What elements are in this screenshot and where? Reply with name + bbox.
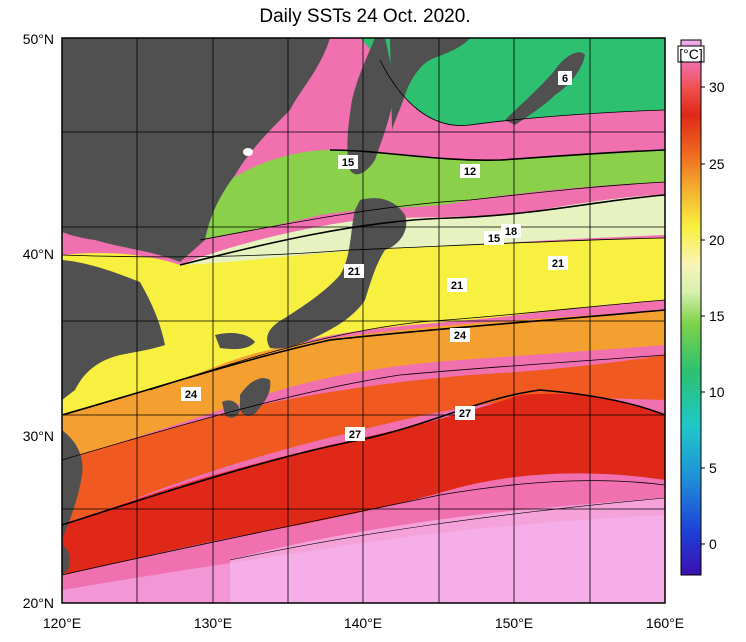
colorbar-tick-20: 20 (709, 232, 725, 248)
colorbar-gradient (680, 39, 702, 576)
colorbar-tick-0: 0 (709, 536, 717, 552)
svg-text:6: 6 (562, 73, 568, 85)
colorbar-tick-15: 15 (709, 308, 725, 324)
lon-label-140e: 140°E (344, 615, 382, 631)
svg-text:21: 21 (552, 258, 564, 270)
svg-text:12: 12 (464, 166, 476, 178)
lat-label-50n: 50°N (23, 31, 54, 47)
lat-label-40n: 40°N (23, 246, 54, 262)
contour-label-15-west: 15 (338, 155, 358, 169)
sst-field (62, 38, 665, 603)
lat-label-30n: 30°N (23, 428, 54, 444)
contour-label-21-east: 21 (548, 256, 568, 270)
longitude-labels: 120°E 130°E 140°E 150°E 160°E (43, 615, 684, 631)
svg-text:15: 15 (488, 233, 500, 245)
lon-label-120e: 120°E (43, 615, 81, 631)
svg-text:24: 24 (185, 389, 198, 401)
contour-label-21-japan: 21 (344, 264, 364, 278)
contour-label-15-east: 15 (484, 231, 504, 245)
colorbar: [°C] 30 25 20 15 10 5 0 (677, 39, 725, 576)
lat-label-20n: 20°N (23, 595, 54, 611)
colorbar-unit: [°C] (679, 46, 703, 62)
latitude-labels: 50°N 40°N 30°N 20°N (23, 31, 54, 611)
contour-label-24-west: 24 (181, 387, 201, 401)
contour-label-group: 6 12 15 18 15 21 21 21 24 24 27 27 (181, 71, 572, 441)
svg-text:27: 27 (459, 408, 471, 420)
contour-label-24-east: 24 (450, 328, 470, 342)
colorbar-tick-30: 30 (709, 79, 725, 95)
contour-label-27-west: 27 (345, 427, 365, 441)
contour-label-21-central: 21 (447, 278, 467, 292)
contour-label-27-east: 27 (455, 406, 475, 420)
svg-text:15: 15 (342, 157, 354, 169)
lat-lon-grid (62, 38, 665, 603)
svg-text:24: 24 (454, 330, 467, 342)
contour-label-12: 12 (460, 164, 480, 178)
colorbar-unit-box (677, 45, 705, 63)
svg-text:21: 21 (348, 266, 360, 278)
lon-label-130e: 130°E (194, 615, 232, 631)
map-frame (61, 37, 666, 604)
colorbar-tick-25: 25 (709, 156, 725, 172)
svg-text:27: 27 (349, 429, 361, 441)
lon-label-150e: 150°E (495, 615, 533, 631)
svg-text:21: 21 (451, 280, 463, 292)
isotherm-contours (62, 59, 665, 576)
map-title: Daily SSTs 24 Oct. 2020. (259, 6, 471, 27)
lon-label-160e: 160°E (646, 615, 684, 631)
contour-label-6: 6 (558, 71, 572, 85)
contour-label-18: 18 (501, 224, 521, 238)
colorbar-tick-10: 10 (709, 384, 725, 400)
svg-text:18: 18 (505, 226, 517, 238)
colorbar-tick-5: 5 (709, 460, 717, 476)
